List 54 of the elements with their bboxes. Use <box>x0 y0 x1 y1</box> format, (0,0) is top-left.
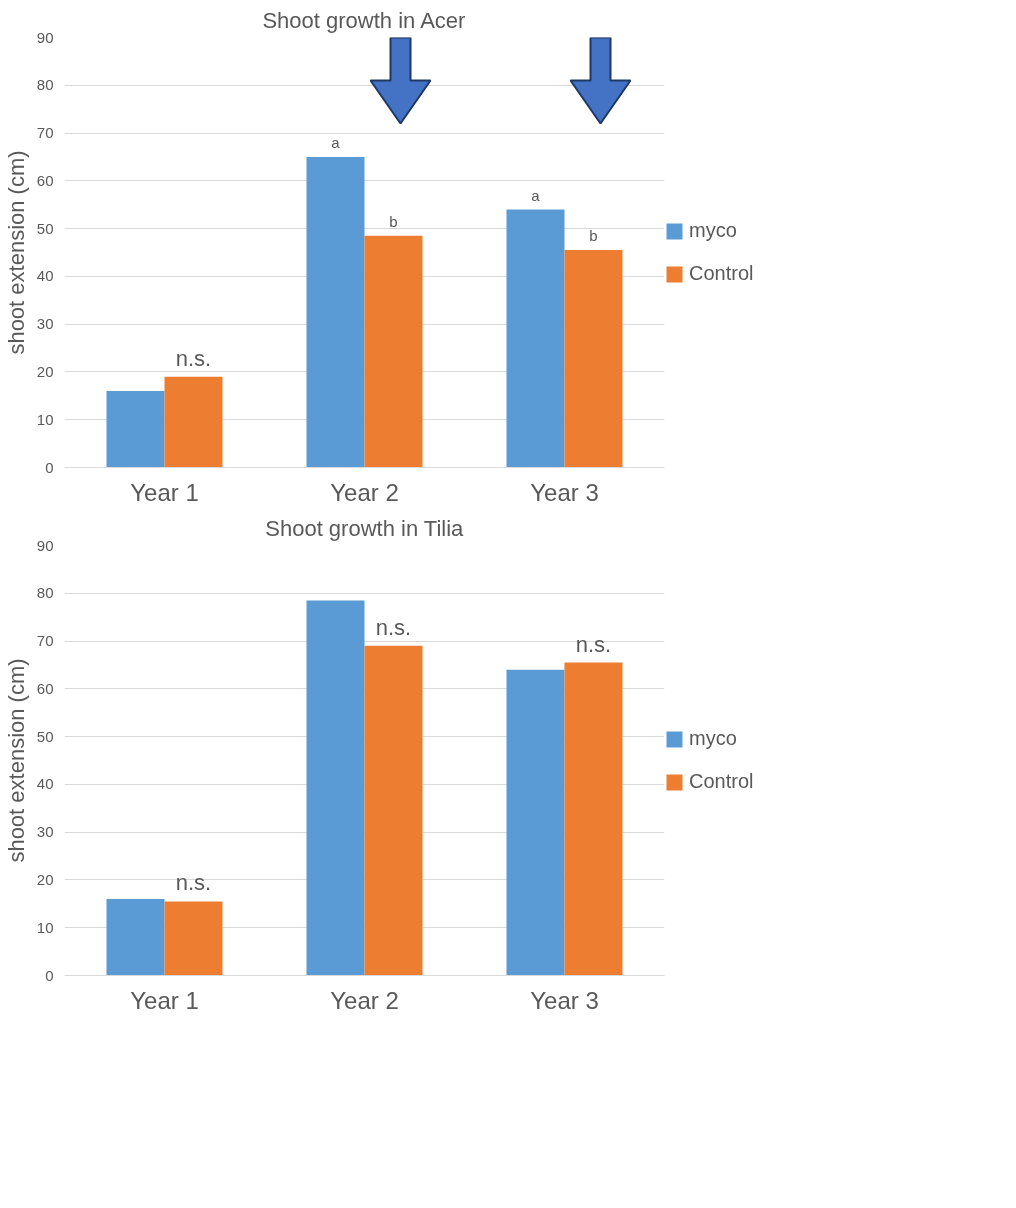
x-tick-label: Year 3 <box>530 478 599 506</box>
y-tick-label: 40 <box>36 775 54 793</box>
bar <box>164 376 223 468</box>
x-tick-label: Year 1 <box>130 986 199 1014</box>
y-axis-title: shoot extension (cm) <box>3 658 29 863</box>
annotation: b <box>389 212 398 230</box>
legend-label: Control <box>689 770 754 793</box>
annotation: n.s. <box>175 870 212 896</box>
y-tick-label: 30 <box>36 315 54 333</box>
y-tick-label: 30 <box>36 823 54 841</box>
y-tick-label: 50 <box>36 219 54 237</box>
bar <box>306 156 365 468</box>
x-tick-label: Year 2 <box>330 986 399 1014</box>
bar <box>564 250 623 468</box>
y-tick-label: 10 <box>36 410 54 428</box>
y-tick-label: 60 <box>36 171 54 189</box>
y-tick-label: 80 <box>36 76 54 94</box>
x-tick-label: Year 3 <box>530 986 599 1014</box>
x-tick-label: Year 2 <box>330 478 399 506</box>
bar <box>506 669 565 976</box>
annotation: a <box>531 186 541 204</box>
y-tick-label: 60 <box>36 679 54 697</box>
annotation: n.s. <box>175 345 212 371</box>
y-tick-label: 50 <box>36 727 54 745</box>
legend-label: myco <box>689 727 737 750</box>
bar <box>564 662 623 976</box>
y-axis-title: shoot extension (cm) <box>3 150 29 355</box>
bar <box>106 391 165 468</box>
y-tick-label: 70 <box>36 124 54 142</box>
x-tick-label: Year 1 <box>130 478 199 506</box>
y-tick-label: 0 <box>45 966 54 984</box>
bar <box>364 235 423 468</box>
bar <box>164 901 223 976</box>
chart-title: Shoot growth in Tilia <box>265 515 465 541</box>
chart-title: Shoot growth in Acer <box>262 7 466 33</box>
legend-label: myco <box>689 219 737 242</box>
y-tick-label: 40 <box>36 267 54 285</box>
y-tick-label: 90 <box>36 28 54 46</box>
annotation: n.s. <box>575 631 612 657</box>
annotation: n.s. <box>375 614 412 640</box>
y-tick-label: 80 <box>36 584 54 602</box>
y-tick-label: 10 <box>36 918 54 936</box>
y-tick-label: 20 <box>36 362 54 380</box>
legend-label: Control <box>689 262 754 285</box>
bar <box>506 209 565 468</box>
annotation: b <box>589 227 598 245</box>
bar <box>106 899 165 976</box>
annotation: a <box>331 133 341 151</box>
y-tick-label: 20 <box>36 870 54 888</box>
bar <box>306 600 365 976</box>
y-tick-label: 70 <box>36 632 54 650</box>
bar <box>364 645 423 976</box>
y-tick-label: 90 <box>36 536 54 554</box>
y-tick-label: 0 <box>45 458 54 476</box>
